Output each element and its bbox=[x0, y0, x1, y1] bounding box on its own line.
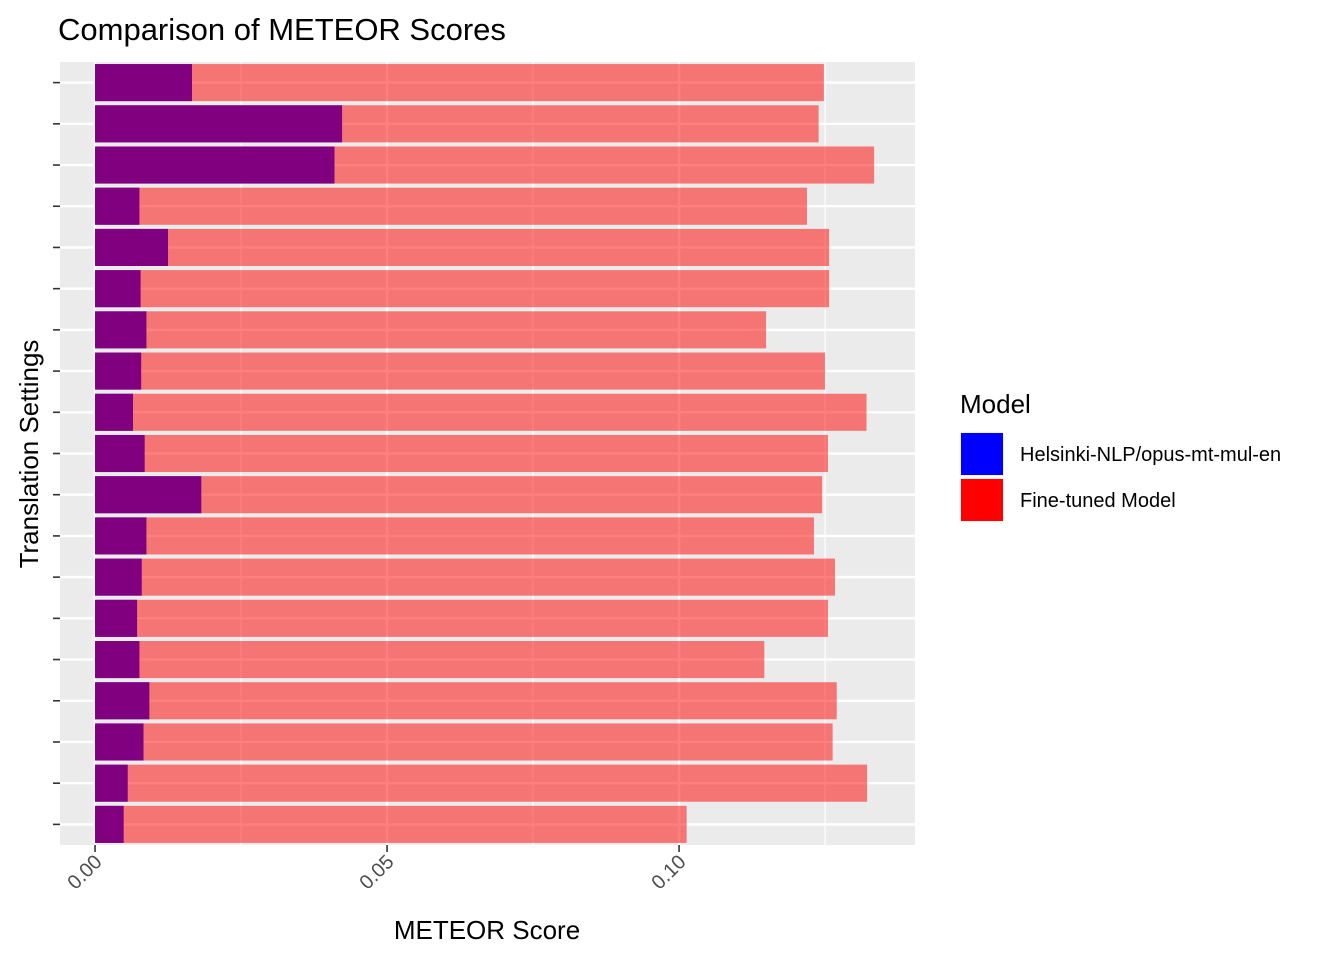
legend: Model Helsinki-NLP/opus-mt-mul-en Fine-tu… bbox=[960, 389, 1281, 522]
bar-fine-tuned bbox=[95, 270, 830, 308]
bar-fine-tuned bbox=[95, 311, 767, 349]
x-tick-label: 0.00 bbox=[63, 851, 106, 894]
bar-fine-tuned bbox=[95, 723, 833, 761]
x-tick-label: 0.05 bbox=[355, 851, 398, 894]
legend-title: Model bbox=[960, 389, 1031, 419]
bar-fine-tuned bbox=[95, 682, 837, 720]
bar-fine-tuned bbox=[95, 228, 830, 266]
y-axis-title: Translation Settings bbox=[14, 340, 44, 569]
bar-fine-tuned bbox=[95, 476, 823, 514]
bar-fine-tuned bbox=[95, 146, 875, 184]
legend-swatch bbox=[961, 479, 1003, 521]
legend-swatch bbox=[961, 433, 1003, 475]
legend-label: Fine-tuned Model bbox=[1020, 490, 1176, 512]
bar-fine-tuned bbox=[95, 517, 814, 555]
bar-fine-tuned bbox=[95, 187, 807, 225]
bars bbox=[95, 64, 875, 843]
legend-label: Helsinki-NLP/opus-mt-mul-en bbox=[1020, 444, 1281, 466]
x-axis-title: METEOR Score bbox=[394, 915, 580, 945]
bar-fine-tuned bbox=[95, 434, 828, 473]
bar-fine-tuned bbox=[95, 599, 828, 637]
chart-title: Comparison of METEOR Scores bbox=[58, 12, 506, 47]
bar-fine-tuned bbox=[95, 764, 868, 802]
bar-fine-tuned bbox=[95, 641, 765, 679]
bar-fine-tuned bbox=[95, 105, 819, 143]
bar-fine-tuned bbox=[95, 393, 867, 431]
x-tick-label: 0.10 bbox=[648, 851, 691, 894]
bar-fine-tuned bbox=[95, 558, 835, 596]
bar-fine-tuned bbox=[95, 352, 826, 390]
bar-fine-tuned bbox=[95, 805, 687, 843]
bar-fine-tuned bbox=[95, 64, 824, 102]
